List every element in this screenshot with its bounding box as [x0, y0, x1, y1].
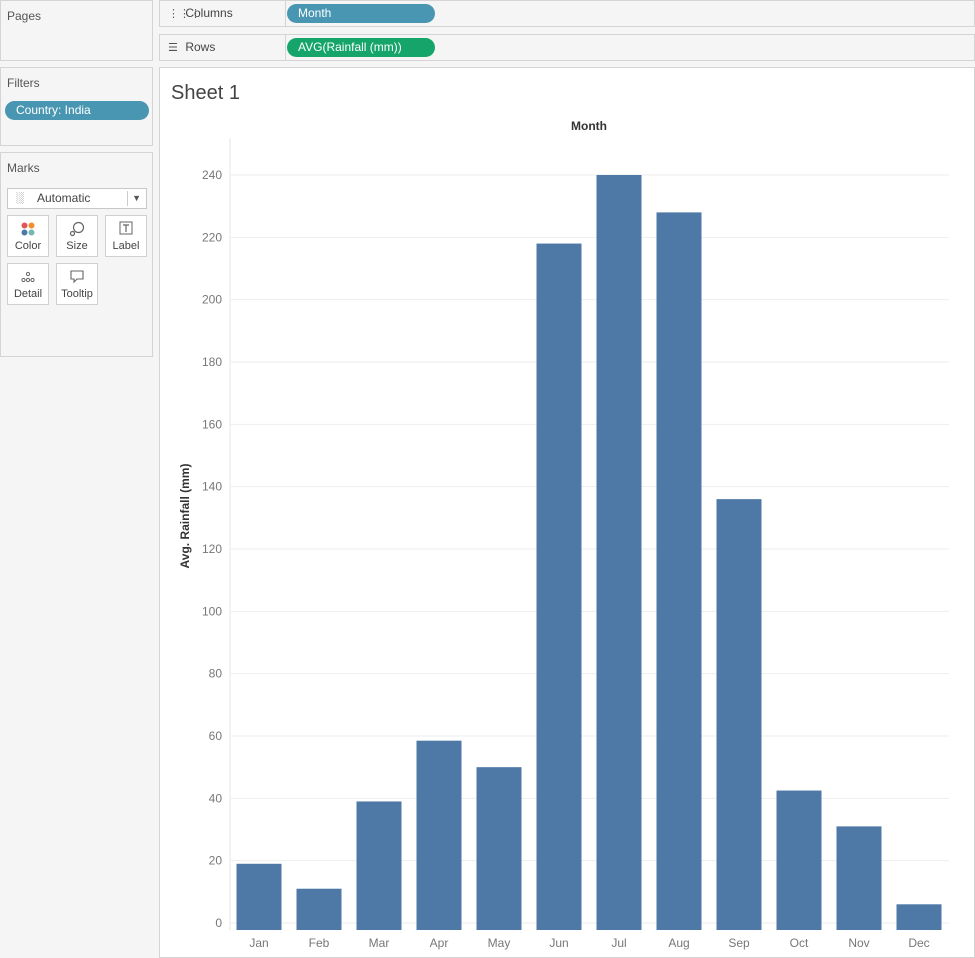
filters-panel: Filters Country: India: [0, 67, 153, 146]
y-tick-label: 120: [202, 542, 222, 556]
pages-panel: Pages: [0, 0, 153, 61]
tooltip-label: Tooltip: [61, 288, 93, 300]
x-tick-label: Jan: [249, 936, 268, 950]
y-tick-label: 200: [202, 293, 222, 307]
x-tick-label: May: [488, 936, 511, 950]
bar-jan[interactable]: [236, 863, 282, 930]
y-tick-label: 140: [202, 480, 222, 494]
y-tick-label: 80: [209, 667, 223, 681]
y-tick-label: 40: [209, 791, 223, 805]
columns-pill-month[interactable]: Month: [287, 4, 435, 23]
filters-title: Filters: [7, 76, 40, 90]
x-tick-label: Nov: [848, 936, 869, 950]
columns-shelf[interactable]: ⋮⋮⋮ Columns Month: [159, 0, 975, 27]
rows-label-text: Rows: [185, 40, 216, 54]
sheet-title: Sheet 1: [171, 82, 240, 104]
sheet-view: Sheet 1 0 20 40 60 80 100 120 140 160 180 200 220 24…: [159, 67, 975, 958]
x-tick-label: Sep: [728, 936, 750, 950]
rows-icon: ☰: [168, 42, 178, 54]
color-label: Color: [14, 240, 42, 252]
column-header-title: Month: [571, 119, 607, 133]
bar-nov[interactable]: [836, 826, 882, 930]
x-tick-label: Jul: [611, 936, 626, 950]
x-tick-label: Dec: [908, 936, 929, 950]
bar-chart[interactable]: 0 20 40 60 80 100 120 140 160 180 200 220 240 Jan Feb M…: [160, 68, 974, 957]
bar-chart-icon: ░: [16, 192, 24, 204]
tooltip-icon: [57, 269, 97, 286]
y-axis-title: Avg. Rainfall (mm): [178, 464, 192, 569]
detail-icon: [8, 269, 48, 286]
marks-panel: Marks ░ Automatic ▼ Color Size: [0, 152, 153, 357]
x-tick-label: Apr: [430, 936, 449, 950]
bar-may[interactable]: [476, 767, 522, 930]
dropdown-separator: [127, 191, 128, 206]
x-tick-label: Mar: [369, 936, 390, 950]
rows-pill-avg-rainfall[interactable]: AVG(Rainfall (mm)): [287, 38, 435, 57]
label-label: Label: [112, 240, 140, 252]
rows-shelf-label: ☰ Rows: [168, 35, 215, 60]
x-tick-label: Feb: [309, 936, 330, 950]
y-tick-label: 160: [202, 417, 222, 431]
y-tick-label: 100: [202, 604, 222, 618]
detail-button[interactable]: Detail: [7, 263, 49, 305]
chevron-down-icon[interactable]: ▼: [132, 193, 141, 203]
columns-icon: ⋮⋮⋮: [168, 8, 201, 20]
label-button[interactable]: Label: [105, 215, 147, 257]
y-tick-label: 20: [209, 854, 223, 868]
y-tick-label: 180: [202, 355, 222, 369]
columns-label-text: Columns: [185, 6, 233, 20]
bar-feb[interactable]: [296, 888, 342, 930]
color-icon: [8, 221, 48, 238]
size-icon: [57, 221, 97, 238]
pages-title: Pages: [7, 9, 42, 23]
bar-dec[interactable]: [896, 904, 942, 930]
columns-shelf-label: ⋮⋮⋮ Columns: [168, 1, 233, 26]
y-tick-label: 0: [215, 916, 222, 930]
bar-jun[interactable]: [536, 243, 582, 931]
x-tick-label: Jun: [549, 936, 568, 950]
y-tick-label: 240: [202, 168, 222, 182]
size-label: Size: [66, 240, 88, 252]
y-tick-label: 60: [209, 729, 223, 743]
filter-pill-country[interactable]: Country: India: [5, 101, 149, 120]
bar-jul[interactable]: [596, 175, 642, 930]
tooltip-button[interactable]: Tooltip: [56, 263, 98, 305]
x-tick-label: Aug: [668, 936, 689, 950]
rows-shelf-divider: [285, 35, 286, 60]
label-icon: [106, 221, 146, 238]
rows-shelf[interactable]: ☰ Rows AVG(Rainfall (mm)): [159, 34, 975, 61]
color-button[interactable]: Color: [7, 215, 49, 257]
bar-sep[interactable]: [716, 499, 762, 930]
bar-aug[interactable]: [656, 212, 702, 930]
bar-oct[interactable]: [776, 790, 822, 930]
bar-apr[interactable]: [416, 740, 462, 930]
bar-mar[interactable]: [356, 801, 402, 930]
columns-shelf-divider: [285, 1, 286, 26]
size-button[interactable]: Size: [56, 215, 98, 257]
y-tick-label: 220: [202, 230, 222, 244]
mark-type-value: Automatic: [37, 191, 91, 205]
marks-title: Marks: [7, 161, 40, 175]
x-tick-label: Oct: [790, 936, 809, 950]
detail-label: Detail: [13, 288, 43, 300]
mark-type-dropdown[interactable]: ░ Automatic ▼: [7, 188, 147, 209]
